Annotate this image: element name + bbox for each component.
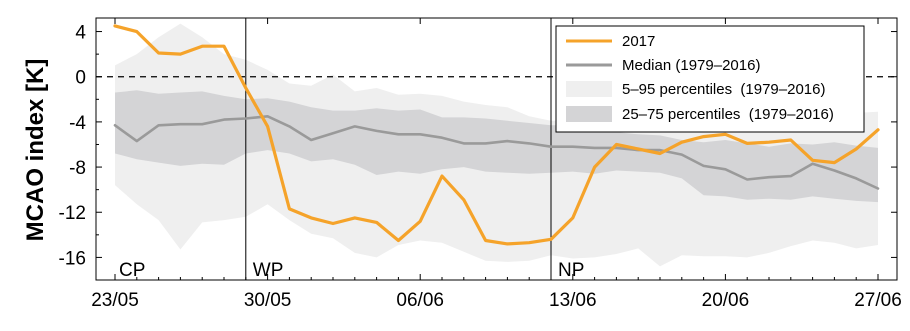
period-label-wp: WP [253, 260, 284, 281]
y-tick-label: -12 [59, 203, 86, 224]
plot-frame [95, 17, 898, 281]
legend-item-5-95: 5–95 percentiles (1979–2016) [566, 81, 825, 98]
period-markers: CP WP NP [119, 18, 584, 281]
y-tick-label: 4 [75, 23, 86, 44]
legend-label-2017: 2017 [622, 33, 655, 50]
x-tick-label: 20/06 [702, 290, 750, 311]
percentile-bands [115, 23, 878, 267]
legend-label-25-75: 25–75 percentiles (1979–2016) [622, 106, 834, 123]
legend-item-median: Median (1979–2016) [566, 57, 760, 74]
series-line-2017 [113, 24, 880, 246]
legend: 2017 Median (1979–2016) 5–95 percentiles… [555, 25, 865, 133]
x-tick-label: 06/06 [396, 290, 444, 311]
legend-item-2017: 2017 [566, 33, 655, 50]
legend-item-25-75: 25–75 percentiles (1979–2016) [566, 106, 834, 123]
y-tick-label: -4 [69, 113, 86, 134]
x-tick-label: 27/06 [854, 290, 902, 311]
legend-label-median: Median (1979–2016) [622, 57, 760, 74]
x-tick-label: 30/05 [244, 290, 292, 311]
y-tick-label: -8 [69, 158, 86, 179]
series-lines [113, 24, 880, 246]
x-tick-label: 23/05 [91, 290, 139, 311]
legend-swatch-5-95 [566, 81, 612, 97]
y-tick-label: -16 [59, 248, 86, 269]
y-axis-label: MCAO index [K] [22, 59, 49, 242]
period-label-np: NP [558, 260, 584, 281]
period-label-cp: CP [119, 260, 145, 281]
x-tick-label: 13/06 [549, 290, 597, 311]
legend-label-5-95: 5–95 percentiles (1979–2016) [622, 81, 825, 98]
series-line-median-1979-2016 [113, 115, 880, 190]
y-tick-label: 0 [75, 68, 86, 89]
band-25-75-percentiles-1979-2016 [115, 90, 878, 203]
legend-swatch-25-75 [566, 106, 612, 122]
